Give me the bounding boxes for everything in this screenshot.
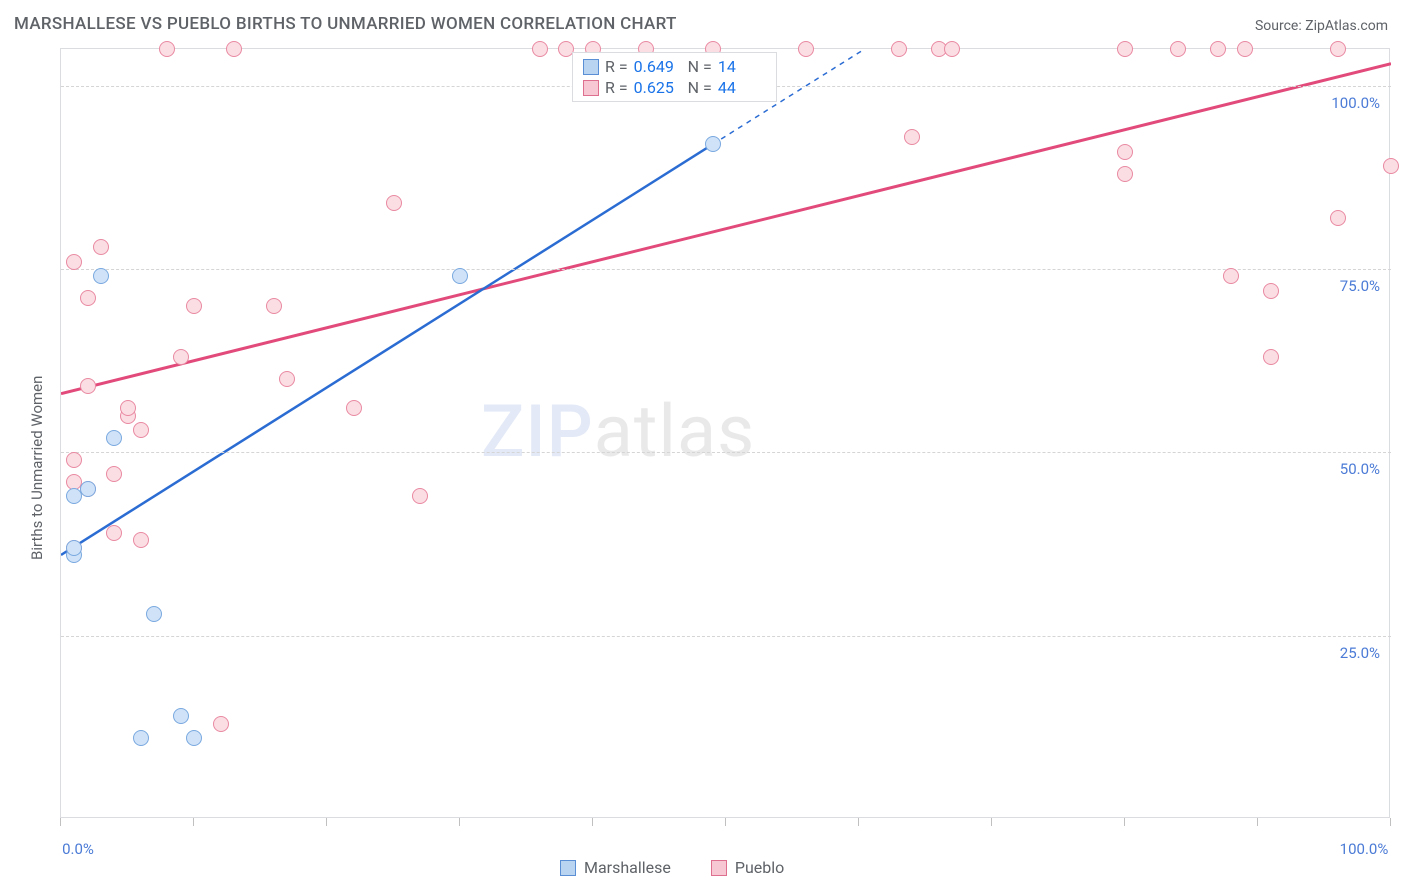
marker-pueblo [66,254,82,270]
marker-marshallese [452,268,468,284]
marker-pueblo [891,41,907,57]
xtick [858,818,859,826]
xtick [1257,818,1258,826]
marker-marshallese [66,540,82,556]
bottom-legend: Marshallese Pueblo [560,858,784,877]
legend-stats-box: R = 0.649 N = 14 R = 0.625 N = 44 [572,52,777,102]
stat-label-n: N = [688,57,712,76]
xtick-label: 100.0% [1340,840,1389,858]
marker-marshallese [705,136,721,152]
marker-pueblo [159,41,175,57]
marker-pueblo [1330,210,1346,226]
stat-label-n: N = [688,78,712,97]
gridline [61,452,1391,453]
stat-n-marshallese: 14 [718,57,766,76]
y-axis-label: Births to Unmarried Women [28,376,46,560]
xtick [592,818,593,826]
stat-r-pueblo: 0.625 [634,78,682,97]
legend-label-marshallese: Marshallese [584,858,671,877]
marker-pueblo [106,466,122,482]
gridline [61,269,1391,270]
marker-pueblo [279,371,295,387]
watermark-bold: ZIP [481,389,594,474]
marker-pueblo [80,290,96,306]
marker-pueblo [1263,349,1279,365]
ytick-label: 100.0% [1320,94,1380,112]
marker-marshallese [186,730,202,746]
marker-pueblo [66,452,82,468]
marker-pueblo [186,298,202,314]
legend-stats-row-pueblo: R = 0.625 N = 44 [583,78,766,97]
marker-pueblo [798,41,814,57]
marker-pueblo [346,400,362,416]
legend-item-marshallese: Marshallese [560,858,671,877]
xtick-label: 0.0% [62,840,94,858]
marker-pueblo [80,378,96,394]
swatch-marshallese [583,59,599,75]
ytick-label: 75.0% [1320,277,1380,295]
chart-title: MARSHALLESE VS PUEBLO BIRTHS TO UNMARRIE… [14,14,677,34]
marker-pueblo [1223,268,1239,284]
stat-r-marshallese: 0.649 [634,57,682,76]
marker-pueblo [106,525,122,541]
stat-n-pueblo: 44 [718,78,766,97]
stat-label-r: R = [605,78,628,97]
xtick [60,818,61,826]
marker-pueblo [1263,283,1279,299]
ytick-label: 25.0% [1320,644,1380,662]
marker-pueblo [213,716,229,732]
watermark-rest: atlas [594,389,756,474]
legend-label-pueblo: Pueblo [735,858,784,877]
xtick [459,818,460,826]
stat-label-r: R = [605,57,628,76]
marker-pueblo [1117,166,1133,182]
source-attribution: Source: ZipAtlas.com [1255,18,1388,34]
marker-pueblo [266,298,282,314]
xtick [725,818,726,826]
marker-pueblo [1210,41,1226,57]
marker-marshallese [146,606,162,622]
marker-marshallese [106,430,122,446]
marker-marshallese [173,708,189,724]
marker-pueblo [1330,41,1346,57]
xtick [193,818,194,826]
swatch-pueblo [583,80,599,96]
legend-item-pueblo: Pueblo [711,858,784,877]
xtick [326,818,327,826]
legend-stats-row-marshallese: R = 0.649 N = 14 [583,57,766,76]
plot-area: ZIPatlas [60,48,1390,818]
marker-pueblo [1117,41,1133,57]
marker-pueblo [120,400,136,416]
marker-marshallese [80,481,96,497]
xtick [1390,818,1391,826]
marker-pueblo [133,422,149,438]
marker-pueblo [173,349,189,365]
xtick [1124,818,1125,826]
ytick-label: 50.0% [1320,460,1380,478]
marker-pueblo [226,41,242,57]
marker-pueblo [532,41,548,57]
marker-pueblo [904,129,920,145]
marker-pueblo [944,41,960,57]
xtick [991,818,992,826]
marker-pueblo [133,532,149,548]
marker-pueblo [1117,144,1133,160]
watermark: ZIPatlas [481,389,755,474]
marker-pueblo [93,239,109,255]
marker-pueblo [1170,41,1186,57]
swatch-pueblo [711,860,727,876]
gridline [61,636,1391,637]
swatch-marshallese [560,860,576,876]
trend-lines [61,49,1391,819]
marker-marshallese [93,268,109,284]
marker-pueblo [1383,158,1399,174]
marker-pueblo [1237,41,1253,57]
marker-pueblo [412,488,428,504]
marker-marshallese [133,730,149,746]
marker-pueblo [386,195,402,211]
